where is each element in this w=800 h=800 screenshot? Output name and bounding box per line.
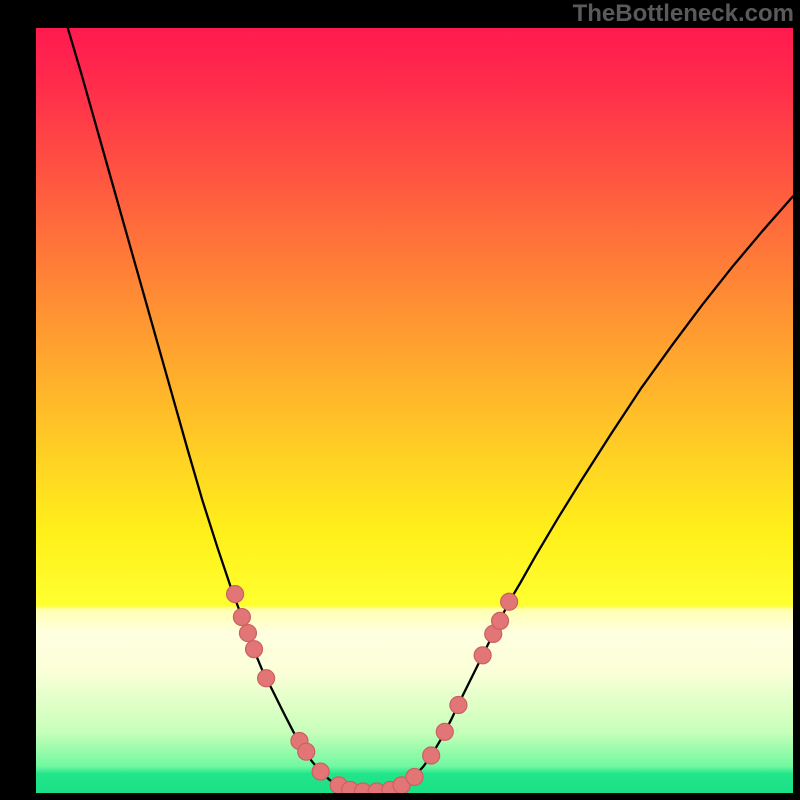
data-marker: [450, 697, 467, 714]
data-marker: [436, 723, 453, 740]
watermark-text: TheBottleneck.com: [573, 0, 794, 28]
data-marker: [227, 586, 244, 603]
data-marker: [258, 670, 275, 687]
plot-area: [36, 28, 793, 793]
chart-svg: [36, 28, 793, 793]
data-marker: [474, 647, 491, 664]
data-marker: [239, 625, 256, 642]
data-marker: [246, 641, 263, 658]
data-marker: [423, 747, 440, 764]
curve-line: [68, 28, 793, 791]
data-marker: [233, 609, 250, 626]
data-marker: [492, 612, 509, 629]
data-marker: [406, 768, 423, 785]
data-marker: [312, 763, 329, 780]
data-marker: [298, 743, 315, 760]
chart-container: TheBottleneck.com: [0, 0, 800, 800]
data-marker: [501, 593, 518, 610]
